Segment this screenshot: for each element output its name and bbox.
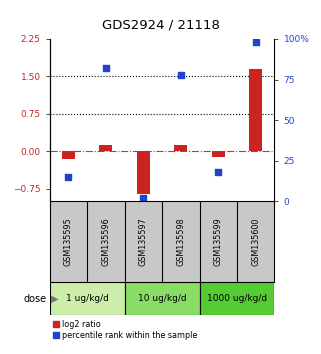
Text: dose: dose (23, 294, 47, 304)
Text: GSM135595: GSM135595 (64, 217, 73, 266)
Bar (212, 152, 225, 157)
Bar (62, 152, 75, 159)
Bar (174, 145, 187, 152)
Bar (137, 152, 150, 194)
Text: GSM135600: GSM135600 (251, 218, 260, 266)
Bar (100, 145, 112, 152)
Text: GSM135596: GSM135596 (101, 218, 110, 266)
Bar (50, 282, 125, 315)
Text: 1 ug/kg/d: 1 ug/kg/d (66, 295, 108, 303)
Text: 10 ug/kg/d: 10 ug/kg/d (138, 295, 187, 303)
Point (141, 195, 146, 201)
Point (216, 169, 221, 175)
Point (253, 39, 258, 45)
Bar (249, 69, 262, 152)
Bar (125, 282, 200, 315)
Text: ▶: ▶ (51, 294, 59, 304)
Text: GSM135598: GSM135598 (176, 218, 185, 266)
Point (66, 174, 71, 180)
Text: GSM135599: GSM135599 (214, 217, 223, 266)
Point (178, 72, 183, 78)
Legend: log2 ratio, percentile rank within the sample: log2 ratio, percentile rank within the s… (54, 320, 197, 340)
Text: GDS2924 / 21118: GDS2924 / 21118 (101, 18, 220, 31)
Text: GSM135597: GSM135597 (139, 217, 148, 266)
Point (103, 65, 108, 71)
Bar (200, 282, 274, 315)
Text: 1000 ug/kg/d: 1000 ug/kg/d (207, 295, 267, 303)
